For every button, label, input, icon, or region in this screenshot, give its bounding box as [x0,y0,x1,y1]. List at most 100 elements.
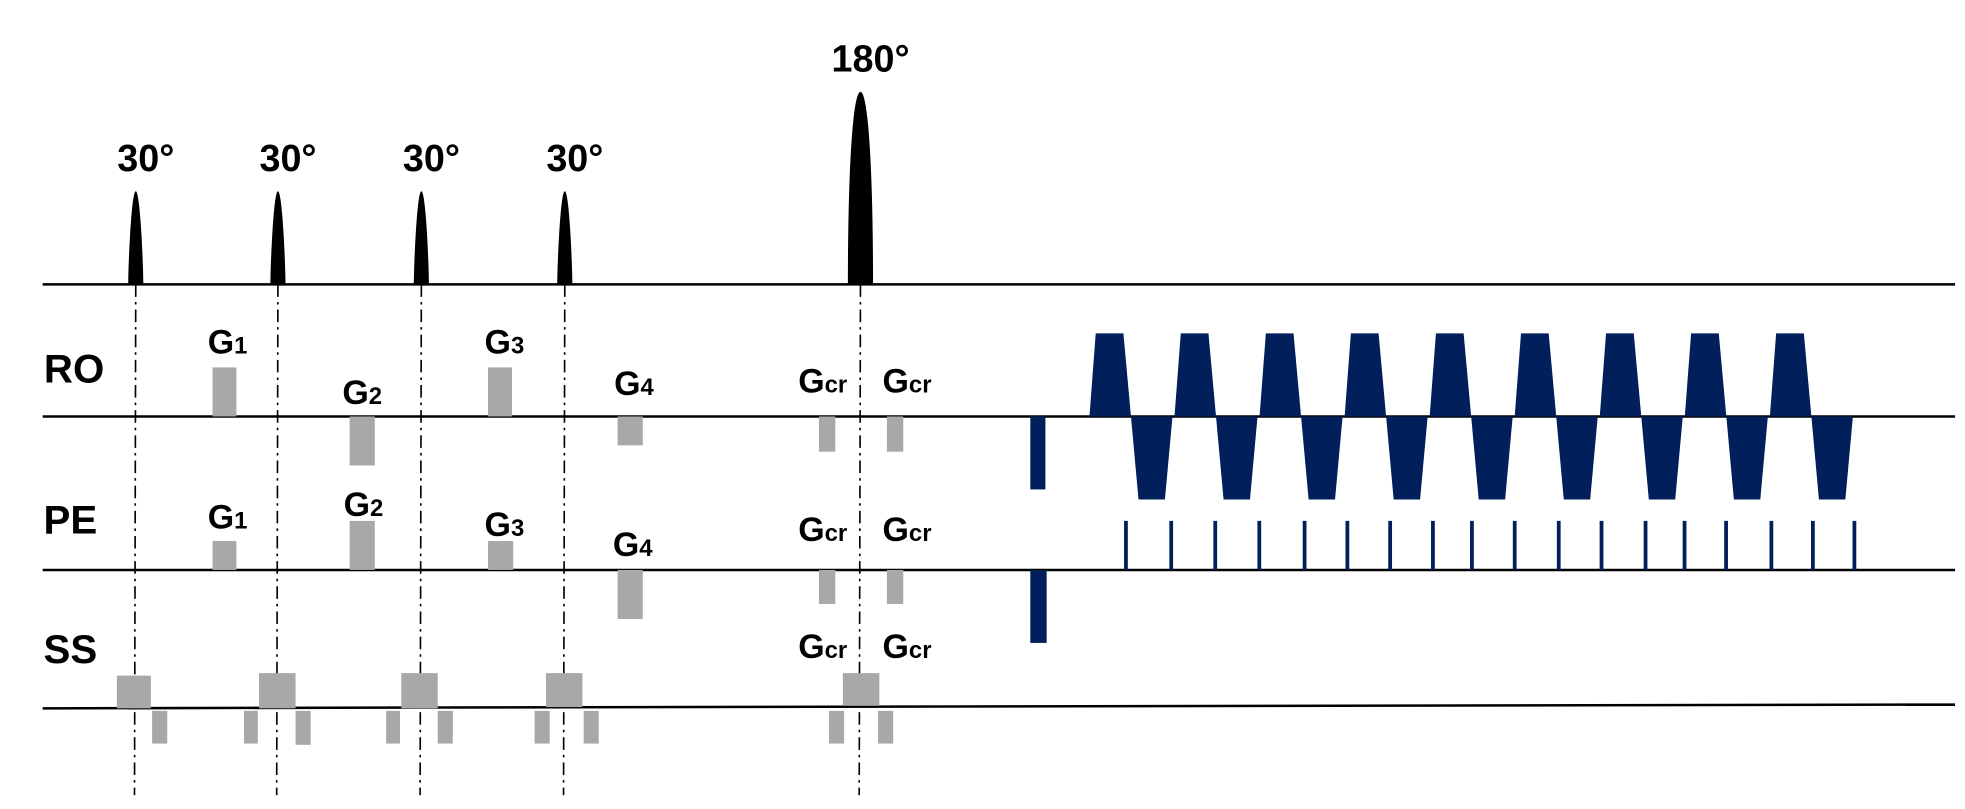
gradient-label-sub: 4 [639,535,653,562]
phase-blip [1599,520,1604,570]
rf-pulse [557,191,573,285]
timing-line [858,284,862,796]
gradient-lobe [617,569,643,620]
gradient-lobe [545,673,583,708]
gradient-label: Gcr [798,628,847,666]
gradient-label-sub: 1 [234,333,247,360]
baseline [42,703,1956,710]
gradient-label-sub: cr [825,637,848,664]
gradient-label-base: G [208,324,234,362]
gradient-lobe [886,416,904,452]
gradient-label-base: G [344,486,370,524]
phase-blip [1124,520,1128,570]
gradient-label: G1 [208,324,248,362]
readout-lobe-negative [1726,416,1768,500]
rf-pulse [128,191,144,285]
readout-lobe-positive [1259,333,1302,417]
gradient-lobe [212,367,237,417]
gradient-lobe [401,673,438,709]
phase-blip [1470,520,1474,570]
readout-lobe-positive [1684,333,1727,417]
rf-pulse [270,191,286,285]
timing-line [419,284,423,796]
readout-lobe-negative [1556,416,1598,500]
readout-lobe-negative [1130,416,1173,500]
gradient-lobe [349,416,375,466]
gradient-label-sub: cr [909,372,932,399]
gradient-label-base: G [485,324,511,362]
phase-blip [1811,520,1815,570]
gradient-lobe [259,673,296,709]
flip-angle-label: 30° [546,137,603,179]
gradient-label-base: G [613,526,639,564]
flip-angle-label: 30° [259,137,316,179]
gradient-label-sub: cr [909,637,932,664]
row-label: SS [43,627,97,672]
readout-lobe-negative [1216,416,1258,500]
readout-lobe-positive [1514,333,1557,417]
phase-blip [1769,520,1774,570]
gradient-label: G2 [342,374,382,412]
phase-blip [1852,520,1857,570]
gradient-label-sub: 2 [369,383,382,410]
gradient-label-base: G [798,628,824,666]
phase-blip [1431,520,1435,570]
gradient-lobe [886,569,904,604]
readout-lobe-positive [1599,333,1642,417]
gradient-label: Gcr [798,363,847,401]
phase-blip [1388,520,1393,570]
row-label: PE [43,497,97,542]
readout-lobe-negative [1386,416,1428,500]
flip-angle-label: 180° [831,38,909,80]
gradient-label-base: G [208,498,234,536]
gradient-label-sub: 1 [234,507,247,534]
row-label: RO [44,346,104,391]
gradient-lobe [488,367,512,417]
gradient-lobe [829,710,845,744]
phase-blip [1512,520,1517,570]
readout-lobe-positive [1344,333,1387,417]
phase-blip [1213,520,1218,570]
gradient-label-sub: 2 [370,495,383,522]
slice-prephaser [1030,569,1047,643]
gradient-lobe [818,416,836,452]
gradient-label-sub: 3 [511,333,524,360]
phase-blip [1643,520,1648,570]
gradient-label-base: G [882,511,908,549]
gradient-label: G1 [208,498,248,536]
gradient-label: G3 [485,506,525,544]
readout-prephaser [1030,416,1046,490]
gradient-label: G4 [614,365,654,403]
gradient-lobe [878,710,894,744]
gradient-lobe [534,710,550,744]
phase-blip [1556,520,1561,570]
readout-lobe-negative [1811,416,1853,500]
readout-lobe-positive [1174,333,1217,417]
phase-blip [1257,520,1262,570]
gradient-label: Gcr [882,363,931,401]
timing-line [562,284,566,796]
rf-pulse [847,91,874,285]
readout-lobe-positive [1429,333,1472,417]
gradient-label-base: G [882,363,908,401]
gradient-label: Gcr [882,511,931,549]
readout-lobe-positive [1089,333,1131,417]
gradient-label-sub: cr [825,520,848,547]
gradient-label: G4 [613,526,653,564]
gradient-lobe [842,673,880,706]
gradient-label: G2 [344,486,384,524]
gradient-lobe [116,675,151,709]
gradient-label: G3 [485,324,525,362]
gradient-label-base: G [882,628,908,666]
readout-lobe-negative [1641,416,1683,500]
flip-angle-label: 30° [403,137,460,179]
gradient-lobe [212,541,237,570]
flip-angle-label: 30° [117,137,174,179]
phase-blip [1302,520,1307,570]
gradient-lobe [386,710,400,744]
gradient-label-sub: 4 [641,374,655,401]
gradient-lobe [349,520,375,570]
gradient-lobe [818,569,836,604]
rf-pulse [413,191,429,285]
